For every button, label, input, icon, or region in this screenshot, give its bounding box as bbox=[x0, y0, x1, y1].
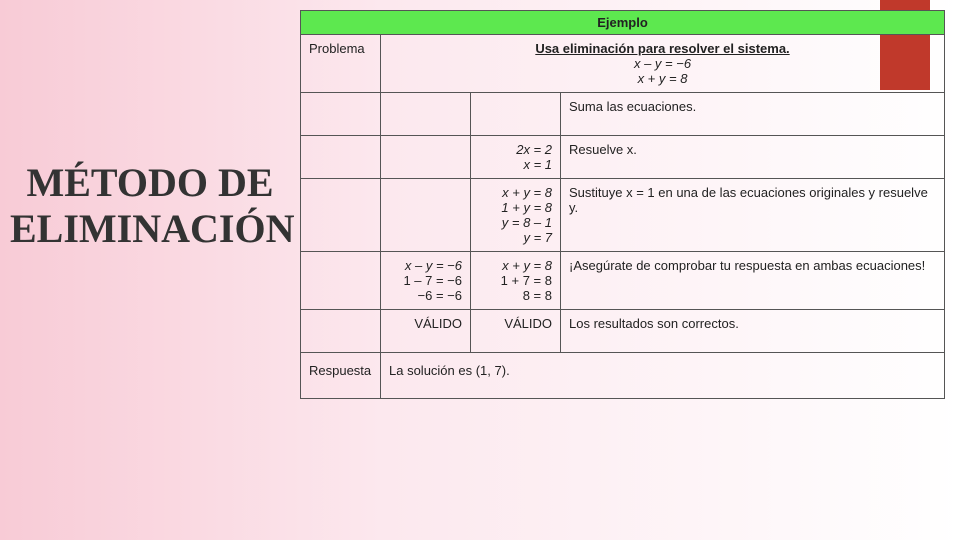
slide-title: MÉTODO DE ELIMINACIÓN bbox=[10, 160, 290, 252]
empty-cell bbox=[301, 252, 381, 310]
problem-eq1: x – y = −6 bbox=[634, 56, 691, 71]
step3-equations: x + y = 8 1 + y = 8 y = 8 – 1 y = 7 bbox=[471, 179, 561, 252]
empty-cell bbox=[301, 136, 381, 179]
table-header: Ejemplo bbox=[301, 11, 945, 35]
step1-text: Suma las ecuaciones. bbox=[561, 93, 945, 136]
example-table: Ejemplo Problema Usa eliminación para re… bbox=[300, 10, 945, 399]
empty-cell bbox=[381, 93, 471, 136]
answer-text: La solución es (1, 7). bbox=[381, 353, 945, 399]
step2-equations: 2x = 2 x = 1 bbox=[471, 136, 561, 179]
step2-text: Resuelve x. bbox=[561, 136, 945, 179]
empty-cell bbox=[381, 179, 471, 252]
step4-right-equations: x + y = 8 1 + 7 = 8 8 = 8 bbox=[471, 252, 561, 310]
problem-title: Usa eliminación para resolver el sistema… bbox=[535, 41, 789, 56]
empty-cell bbox=[471, 93, 561, 136]
valid-left: VÁLIDO bbox=[381, 310, 471, 353]
empty-cell bbox=[301, 310, 381, 353]
step4-text: ¡Asegúrate de comprobar tu respuesta en … bbox=[561, 252, 945, 310]
empty-cell bbox=[381, 136, 471, 179]
step4-left-equations: x – y = −6 1 – 7 = −6 −6 = −6 bbox=[381, 252, 471, 310]
problem-statement: Usa eliminación para resolver el sistema… bbox=[381, 35, 945, 93]
valid-text: Los resultados son correctos. bbox=[561, 310, 945, 353]
empty-cell bbox=[301, 179, 381, 252]
valid-right: VÁLIDO bbox=[471, 310, 561, 353]
answer-label: Respuesta bbox=[301, 353, 381, 399]
empty-cell bbox=[301, 93, 381, 136]
step3-text: Sustituye x = 1 en una de las ecuaciones… bbox=[561, 179, 945, 252]
problem-eq2: x + y = 8 bbox=[638, 71, 688, 86]
problem-label: Problema bbox=[301, 35, 381, 93]
